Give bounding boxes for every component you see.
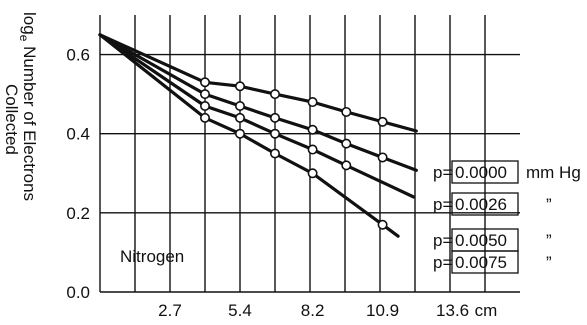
grid-layer [99, 15, 520, 293]
data-point [235, 112, 246, 123]
x-tick-label: 8.2 [301, 301, 325, 320]
data-point [200, 89, 211, 100]
legend-value-box [451, 192, 519, 216]
y-axis-label-rest: Number of Electrons [20, 41, 39, 201]
data-point [269, 148, 280, 159]
data-point [269, 128, 280, 139]
data-point [269, 89, 280, 100]
data-point [200, 112, 211, 123]
y-tick-label: 0.2 [66, 204, 90, 223]
data-point [235, 81, 246, 92]
data-point [341, 138, 352, 149]
data-point [377, 152, 388, 163]
y-axis-label: loge Number of Electrons [17, 12, 39, 201]
legend-value: 0.0075 [455, 253, 507, 272]
legend-value: 0.0000 [455, 163, 507, 182]
legend-p-label: p= [433, 163, 452, 182]
data-point [307, 168, 318, 179]
data-point [307, 124, 318, 135]
data-point [377, 116, 388, 127]
legend-p-label: p= [433, 231, 452, 250]
x-tick-label: 10.9 [366, 301, 399, 320]
data-point [235, 128, 246, 139]
x-tick-label: 2.7 [158, 301, 182, 320]
legend-layer: p= 0.0000 mm Hgp= 0.0026 ”p= 0.0050 ”p= 0.0075” [433, 160, 581, 274]
y-tick-label: 0.4 [66, 125, 90, 144]
legend-unit: ” [546, 253, 552, 272]
data-point [235, 101, 246, 112]
legend-unit: ” [546, 231, 552, 250]
y-axis-label-line2: Collected [2, 84, 21, 155]
panel-label: Nitrogen [120, 247, 184, 266]
y-axis-label-subscript: e [17, 35, 31, 42]
legend-unit: ” [546, 195, 552, 214]
series-line [98, 33, 418, 133]
y-axis-label-log: log [20, 12, 39, 35]
data-point [307, 144, 318, 155]
series-line [98, 33, 418, 172]
data-point [269, 112, 280, 123]
x-unit-label: cm [475, 301, 498, 320]
series-layer [98, 33, 418, 238]
legend-unit: mm Hg [526, 163, 581, 182]
legend-value: 0.0026 [455, 195, 507, 214]
data-point [377, 219, 388, 230]
data-point [200, 77, 211, 88]
x-tick-label: 5.4 [228, 301, 252, 320]
data-point [200, 101, 211, 112]
data-point [307, 97, 318, 108]
data-point [341, 160, 352, 171]
y-tick-label: 0.6 [66, 46, 90, 65]
data-point [341, 106, 352, 117]
legend-p-label: p= [433, 195, 452, 214]
legend-value-box [451, 250, 519, 274]
legend-value: 0.0050 [455, 231, 507, 250]
y-tick-label: 0.0 [66, 283, 90, 302]
x-tick-label: 13.6 [436, 301, 469, 320]
legend-value-box [451, 160, 519, 184]
text-layer: 0.0 0.2 0.4 0.6 2.7 5.4 8.2 10.9 13.6 cm loge Numb… [2, 12, 497, 320]
legend-p-label: p= [433, 253, 452, 272]
